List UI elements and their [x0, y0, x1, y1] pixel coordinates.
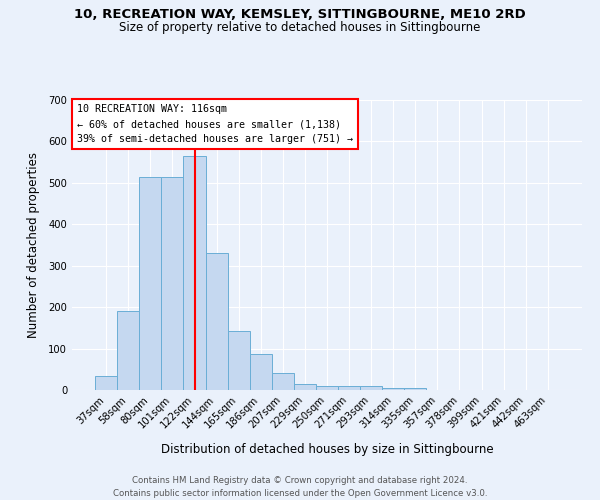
Bar [250, 354, 272, 390]
Text: Distribution of detached houses by size in Sittingbourne: Distribution of detached houses by size … [161, 442, 493, 456]
Bar [272, 372, 294, 390]
Bar [117, 312, 139, 390]
Bar [184, 156, 206, 390]
Bar [338, 386, 360, 390]
Text: Contains public sector information licensed under the Open Government Licence v3: Contains public sector information licen… [113, 489, 487, 498]
Bar [382, 388, 404, 390]
Bar [227, 331, 250, 390]
Bar [95, 376, 117, 390]
Bar [316, 386, 338, 390]
Y-axis label: Number of detached properties: Number of detached properties [27, 152, 40, 338]
Bar [206, 254, 227, 390]
Bar [360, 386, 382, 390]
Bar [161, 176, 184, 390]
Text: 10, RECREATION WAY, KEMSLEY, SITTINGBOURNE, ME10 2RD: 10, RECREATION WAY, KEMSLEY, SITTINGBOUR… [74, 8, 526, 20]
Text: Size of property relative to detached houses in Sittingbourne: Size of property relative to detached ho… [119, 21, 481, 34]
Bar [139, 176, 161, 390]
Bar [294, 384, 316, 390]
Text: Contains HM Land Registry data © Crown copyright and database right 2024.: Contains HM Land Registry data © Crown c… [132, 476, 468, 485]
Text: 10 RECREATION WAY: 116sqm
← 60% of detached houses are smaller (1,138)
39% of se: 10 RECREATION WAY: 116sqm ← 60% of detac… [77, 104, 353, 144]
Bar [404, 388, 427, 390]
